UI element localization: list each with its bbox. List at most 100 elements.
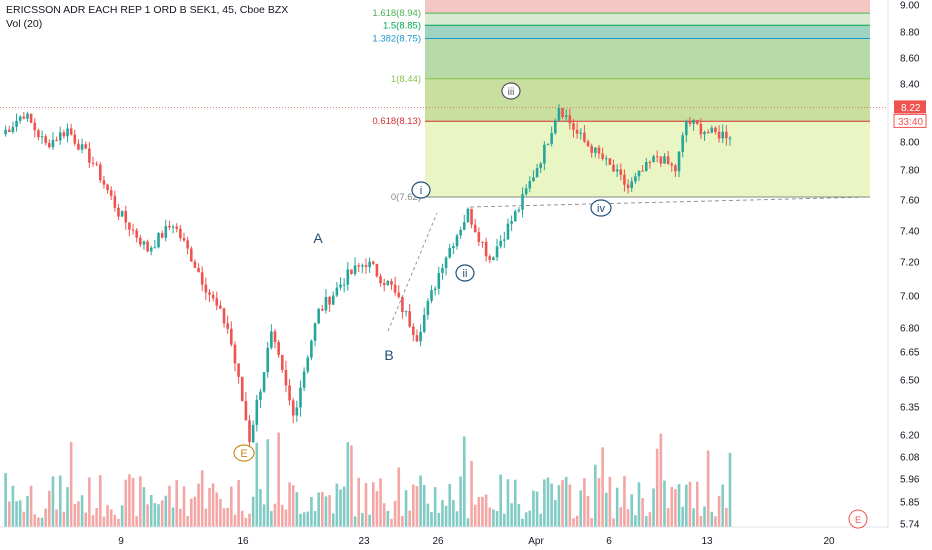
volume-bar bbox=[459, 476, 462, 527]
volume-bar bbox=[299, 513, 302, 527]
candle-body bbox=[280, 354, 284, 370]
candle-body bbox=[528, 181, 532, 189]
candle-body bbox=[171, 226, 175, 228]
volume-bar bbox=[153, 503, 157, 527]
volume-bar bbox=[313, 511, 317, 527]
volume-bar bbox=[233, 514, 237, 527]
volume-bar bbox=[612, 518, 615, 527]
candle-body bbox=[288, 385, 291, 401]
volume-bar bbox=[7, 501, 11, 527]
price-label: 8.00 bbox=[900, 138, 920, 149]
time-label: 26 bbox=[432, 536, 444, 547]
candle-body bbox=[331, 295, 335, 305]
candle-body bbox=[339, 284, 342, 288]
time-axis-labels: 9 16 23 26 Apr 6 13 20 bbox=[118, 536, 835, 547]
fibonacci-zones bbox=[425, 0, 870, 197]
volume-bar bbox=[69, 442, 73, 527]
volume-bar bbox=[139, 476, 142, 527]
volume-bar bbox=[448, 483, 452, 527]
candle-body bbox=[404, 311, 408, 313]
earnings-event-marker[interactable]: E bbox=[848, 509, 868, 529]
candle-body bbox=[208, 292, 211, 295]
wave-b-trendline bbox=[387, 212, 438, 332]
candle-body bbox=[706, 132, 710, 134]
volume-bar bbox=[368, 514, 371, 527]
candle-body bbox=[40, 136, 44, 138]
fib-zone-top bbox=[425, 0, 870, 14]
volume-bar bbox=[608, 476, 612, 527]
candle-body bbox=[586, 141, 590, 147]
volume-bar bbox=[623, 475, 626, 527]
candle-body bbox=[175, 226, 179, 229]
volume-bar bbox=[164, 495, 168, 527]
candle-body bbox=[386, 281, 390, 285]
price-label: 5.96 bbox=[900, 475, 920, 486]
candle-body bbox=[299, 387, 302, 408]
volume-bar bbox=[335, 483, 339, 527]
volume-bar bbox=[120, 505, 124, 527]
volume-bar bbox=[109, 509, 113, 527]
candle-body bbox=[33, 122, 37, 131]
volume-bar bbox=[230, 486, 233, 527]
fib-level-label: 1.5(8.85) bbox=[383, 20, 421, 31]
volume-bar bbox=[375, 491, 379, 527]
volume-bar bbox=[328, 495, 331, 527]
candle-body bbox=[328, 297, 331, 305]
volume-bar bbox=[15, 501, 18, 527]
fib-zone bbox=[425, 25, 870, 39]
candle-body bbox=[583, 132, 586, 142]
candle-body bbox=[426, 300, 430, 315]
volume-bar bbox=[317, 492, 320, 527]
volume-bar bbox=[44, 508, 47, 527]
volume-bar bbox=[204, 508, 208, 527]
candle-body bbox=[510, 221, 513, 224]
candle-body bbox=[248, 420, 251, 443]
candle-body bbox=[448, 247, 452, 258]
candle-body bbox=[244, 401, 248, 421]
volume-bar bbox=[488, 507, 492, 527]
volume-bar bbox=[677, 484, 681, 527]
volume-bar bbox=[473, 504, 477, 527]
volume-bar bbox=[22, 511, 26, 527]
volume-bar bbox=[692, 508, 695, 527]
volume-bar bbox=[393, 500, 397, 527]
candle-body bbox=[215, 298, 219, 306]
volume-indicator-label[interactable]: Vol (20) bbox=[6, 18, 42, 30]
volume-bar bbox=[146, 504, 149, 527]
candle-body bbox=[204, 284, 208, 293]
candle-body bbox=[688, 121, 692, 124]
candle-body bbox=[84, 144, 88, 149]
candle-body bbox=[98, 164, 102, 181]
candle-body bbox=[539, 163, 543, 169]
volume-bar bbox=[415, 486, 419, 527]
candle-body bbox=[62, 132, 66, 137]
volume-bar bbox=[324, 496, 328, 527]
candle-body bbox=[699, 123, 703, 135]
volume-bar bbox=[197, 483, 200, 527]
volume-bar bbox=[33, 514, 37, 527]
volume-bar bbox=[361, 512, 364, 527]
volume-bar bbox=[412, 484, 415, 527]
volume-bar bbox=[528, 510, 532, 527]
candle-body bbox=[102, 180, 106, 185]
candle-body bbox=[401, 296, 404, 313]
wave-label-iv: iv bbox=[597, 203, 605, 215]
candle-body bbox=[197, 267, 200, 273]
volume-bar bbox=[699, 515, 703, 527]
countdown-value: 33:40 bbox=[898, 117, 923, 128]
candle-body bbox=[492, 257, 495, 261]
wave-label-ii-marker: ii bbox=[455, 264, 475, 282]
price-axis[interactable]: 9.008.808.608.408.208.007.807.607.407.20… bbox=[887, 0, 927, 531]
candle-body bbox=[193, 261, 197, 268]
wave-iv-trendline bbox=[469, 196, 871, 208]
volume-bar bbox=[652, 488, 655, 527]
time-axis[interactable]: 9 16 23 26 Apr 6 13 20 bbox=[0, 526, 888, 547]
volume-bar bbox=[124, 479, 128, 527]
candle-body bbox=[397, 292, 401, 297]
candle-body bbox=[685, 121, 688, 136]
candle-body bbox=[368, 261, 371, 268]
symbol-title[interactable]: ERICSSON ADR EACH REP 1 ORD B SEK1, 45, … bbox=[6, 4, 288, 16]
countdown-box bbox=[893, 113, 927, 128]
candle-body bbox=[357, 265, 361, 267]
